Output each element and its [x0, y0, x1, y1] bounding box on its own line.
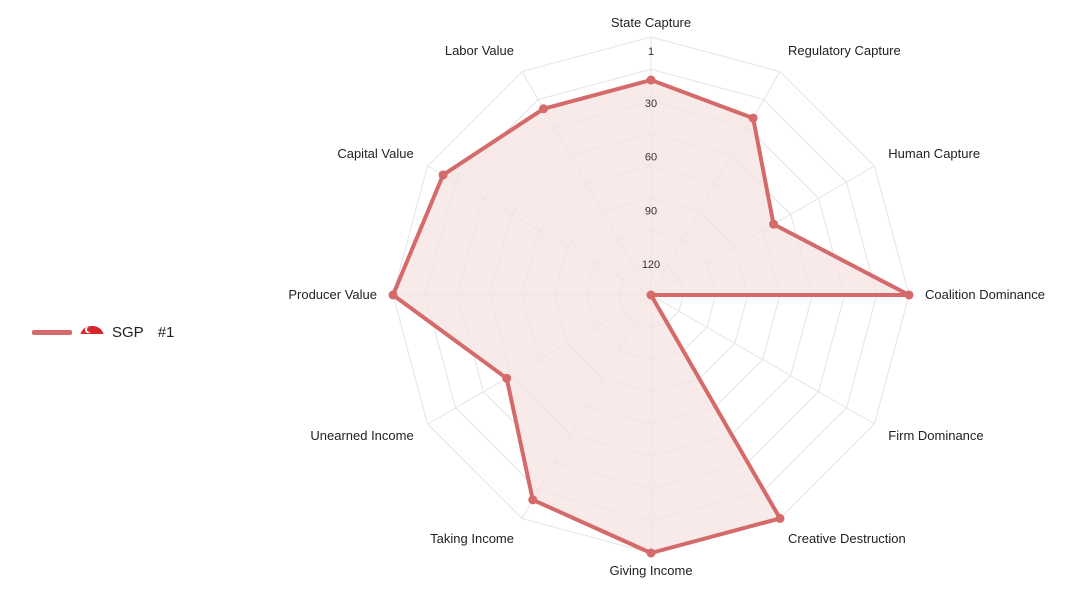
axis-label: Firm Dominance [888, 428, 983, 443]
data-point[interactable] [646, 548, 656, 558]
data-point[interactable] [769, 219, 779, 229]
data-point[interactable] [775, 513, 785, 523]
axis-label: Regulatory Capture [788, 43, 901, 58]
series-area [393, 80, 909, 553]
legend-line-swatch [32, 329, 72, 335]
data-point[interactable] [646, 75, 656, 85]
singapore-flag-icon [80, 325, 104, 339]
data-point[interactable] [748, 113, 758, 123]
radial-tick-label: 90 [645, 205, 657, 217]
radial-tick-label: 60 [645, 152, 657, 164]
axis-label: Capital Value [337, 146, 413, 161]
axis-label: Taking Income [430, 531, 514, 546]
data-point[interactable] [502, 373, 512, 383]
radar-labels: 1 30 60 90 120 State Capture Regulatory Captur… [288, 15, 1045, 578]
legend-rank: #1 [157, 323, 175, 341]
axis-label: Unearned Income [310, 428, 413, 443]
data-point[interactable] [904, 290, 914, 300]
axis-label: Coalition Dominance [925, 287, 1045, 302]
axis-label: Creative Destruction [788, 531, 906, 546]
radar-series [388, 75, 914, 558]
axis-label: Giving Income [609, 563, 692, 578]
radial-tick-label: 120 [642, 259, 660, 271]
data-point[interactable] [646, 290, 656, 300]
legend-country: SGP [112, 323, 144, 341]
data-point[interactable] [438, 170, 448, 180]
legend[interactable]: SGP #1 [32, 320, 174, 344]
data-point[interactable] [528, 495, 538, 505]
axis-label: Human Capture [888, 146, 980, 161]
radial-tick-label: 30 [645, 98, 657, 110]
axis-label: Producer Value [288, 287, 377, 302]
axis-label: Labor Value [445, 43, 514, 58]
data-point[interactable] [388, 290, 398, 300]
axis-label: State Capture [611, 15, 691, 30]
radial-tick-label: 1 [648, 46, 654, 58]
data-point[interactable] [539, 104, 548, 114]
grid-spoke [650, 294, 875, 425]
